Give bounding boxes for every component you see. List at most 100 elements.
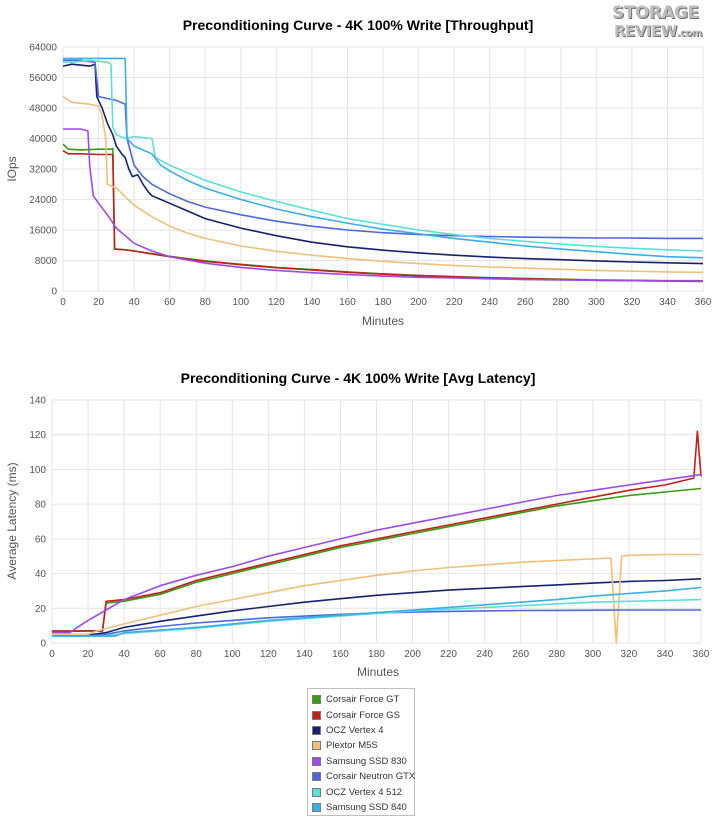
legend-swatch <box>312 695 321 705</box>
throughput-x-tick-label: 360 <box>695 297 712 308</box>
throughput-x-tick-label: 40 <box>129 297 141 308</box>
latency-x-tick-label: 80 <box>191 649 203 660</box>
latency-y-tick-label: 40 <box>35 569 47 580</box>
throughput-x-tick-label: 320 <box>624 297 641 308</box>
latency-y-axis-label: Average Latency (ms) <box>5 462 19 579</box>
throughput-series-ocz-vertex-4-512 <box>63 59 704 252</box>
throughput-x-tick-label: 20 <box>93 297 105 308</box>
latency-series-ocz-vertex-4 <box>52 578 702 637</box>
throughput-x-tick-label: 120 <box>268 297 285 308</box>
legend-label: Corsair Force GS <box>326 709 400 721</box>
latency-x-tick-label: 340 <box>657 649 674 660</box>
throughput-x-tick-label: 160 <box>339 297 356 308</box>
latency-y-tick-label: 140 <box>29 396 46 407</box>
throughput-x-tick-label: 220 <box>446 297 463 308</box>
latency-x-tick-label: 280 <box>548 649 565 660</box>
legend-label: OCZ Vertex 4 <box>326 724 384 736</box>
latency-x-tick-label: 180 <box>368 649 385 660</box>
latency-y-tick-label: 80 <box>35 500 47 511</box>
legend-swatch <box>312 710 321 720</box>
throughput-series-samsung-ssd-830 <box>63 128 704 282</box>
latency-y-tick-label: 20 <box>35 604 47 615</box>
throughput-x-tick-label: 80 <box>200 297 212 308</box>
latency-x-tick-label: 100 <box>224 649 241 660</box>
legend-swatch <box>312 725 321 735</box>
throughput-series-samsung-ssd-840 <box>63 57 704 259</box>
latency-series-samsung-ssd-840 <box>52 586 702 637</box>
legend-item: OCZ Vertex 4 512 <box>312 784 414 799</box>
throughput-y-tick-label: 24000 <box>29 195 57 206</box>
legend-swatch <box>312 787 321 797</box>
legend-item: Samsung SSD 830 <box>312 754 414 769</box>
throughput-y-axis-label: IOps <box>5 156 19 181</box>
throughput-series-ocz-vertex-4 <box>62 63 704 265</box>
latency-y-tick-label: 100 <box>29 465 46 476</box>
throughput-y-tick-label: 56000 <box>29 73 57 84</box>
throughput-x-tick-label: 200 <box>410 297 427 308</box>
legend-label: Corsair Neutron GTX <box>326 771 416 783</box>
legend-item: Plextor M5S <box>312 738 414 753</box>
latency-x-axis-label: Minutes <box>357 665 399 679</box>
legend-item: Corsair Neutron GTX <box>312 769 416 784</box>
throughput-x-axis-label: Minutes <box>362 314 404 328</box>
latency-y-tick-label: 120 <box>29 430 46 441</box>
throughput-x-tick-label: 100 <box>232 297 249 308</box>
throughput-chart-title: Preconditioning Curve - 4K 100% Write [T… <box>183 17 534 33</box>
throughput-y-tick-label: 8000 <box>35 256 58 267</box>
legend-item: Corsair Force GS <box>312 707 414 722</box>
latency-x-tick-label: 120 <box>260 649 277 660</box>
legend-label: Plextor M5S <box>326 740 378 752</box>
throughput-chart: Preconditioning Curve - 4K 100% Write [T… <box>5 17 712 328</box>
throughput-x-tick-label: 140 <box>304 297 321 308</box>
latency-x-tick-label: 300 <box>584 649 601 660</box>
logo-line-two: REVIEW.com <box>614 22 702 40</box>
logo-line-one: STORAGE <box>612 3 699 23</box>
latency-chart-title: Preconditioning Curve - 4K 100% Write [A… <box>181 370 536 386</box>
throughput-x-tick-label: 340 <box>659 297 676 308</box>
throughput-x-tick-label: 260 <box>517 297 534 308</box>
latency-series-plextor-m5s <box>52 553 701 644</box>
storagereview-logo: STORAGE REVIEW.com <box>612 4 708 44</box>
legend-item: Samsung SSD 840 <box>312 800 414 815</box>
latency-x-tick-label: 40 <box>119 649 131 660</box>
throughput-y-tick-label: 0 <box>51 287 57 298</box>
legend-swatch <box>312 741 321 751</box>
latency-x-tick-label: 240 <box>476 649 493 660</box>
latency-x-tick-label: 220 <box>440 649 457 660</box>
throughput-series-corsair-neutron-gtx <box>63 59 703 240</box>
latency-x-tick-label: 20 <box>82 649 94 660</box>
throughput-y-tick-label: 40000 <box>29 134 57 145</box>
throughput-x-tick-label: 300 <box>588 297 605 308</box>
latency-series-corsair-force-gs <box>52 430 702 632</box>
throughput-x-tick-label: 240 <box>481 297 498 308</box>
latency-x-tick-label: 0 <box>49 649 55 660</box>
legend-label: OCZ Vertex 4 512 <box>326 786 403 798</box>
throughput-x-tick-label: 180 <box>375 297 392 308</box>
legend-swatch <box>312 756 321 766</box>
legend-label: Samsung SSD 840 <box>326 801 407 813</box>
throughput-y-tick-label: 16000 <box>29 226 57 237</box>
throughput-x-tick-label: 0 <box>60 297 66 308</box>
throughput-y-tick-label: 48000 <box>29 104 57 115</box>
throughput-series-plextor-m5s <box>62 95 704 274</box>
throughput-x-tick-label: 280 <box>552 297 569 308</box>
legend-label: Corsair Force GT <box>326 694 400 706</box>
legend: Corsair Force GT Corsair Force GS OCZ Vert… <box>307 688 415 816</box>
latency-x-tick-label: 260 <box>512 649 529 660</box>
latency-x-tick-label: 200 <box>404 649 421 660</box>
legend-item: OCZ Vertex 4 <box>312 723 414 738</box>
latency-x-tick-label: 360 <box>693 649 710 660</box>
latency-series-ocz-vertex-4-512 <box>52 598 702 637</box>
latency-chart: Preconditioning Curve - 4K 100% Write [A… <box>5 370 710 679</box>
latency-x-tick-label: 60 <box>155 649 167 660</box>
latency-x-tick-label: 160 <box>332 649 349 660</box>
legend-item: Corsair Force GT <box>312 692 414 707</box>
latency-series-samsung-ssd-830 <box>52 473 702 634</box>
legend-swatch <box>312 772 321 782</box>
latency-x-tick-label: 140 <box>296 649 313 660</box>
throughput-y-tick-label: 32000 <box>29 165 57 176</box>
latency-y-tick-label: 60 <box>35 534 47 545</box>
throughput-y-tick-label: 64000 <box>29 43 57 54</box>
latency-x-tick-label: 320 <box>621 649 638 660</box>
